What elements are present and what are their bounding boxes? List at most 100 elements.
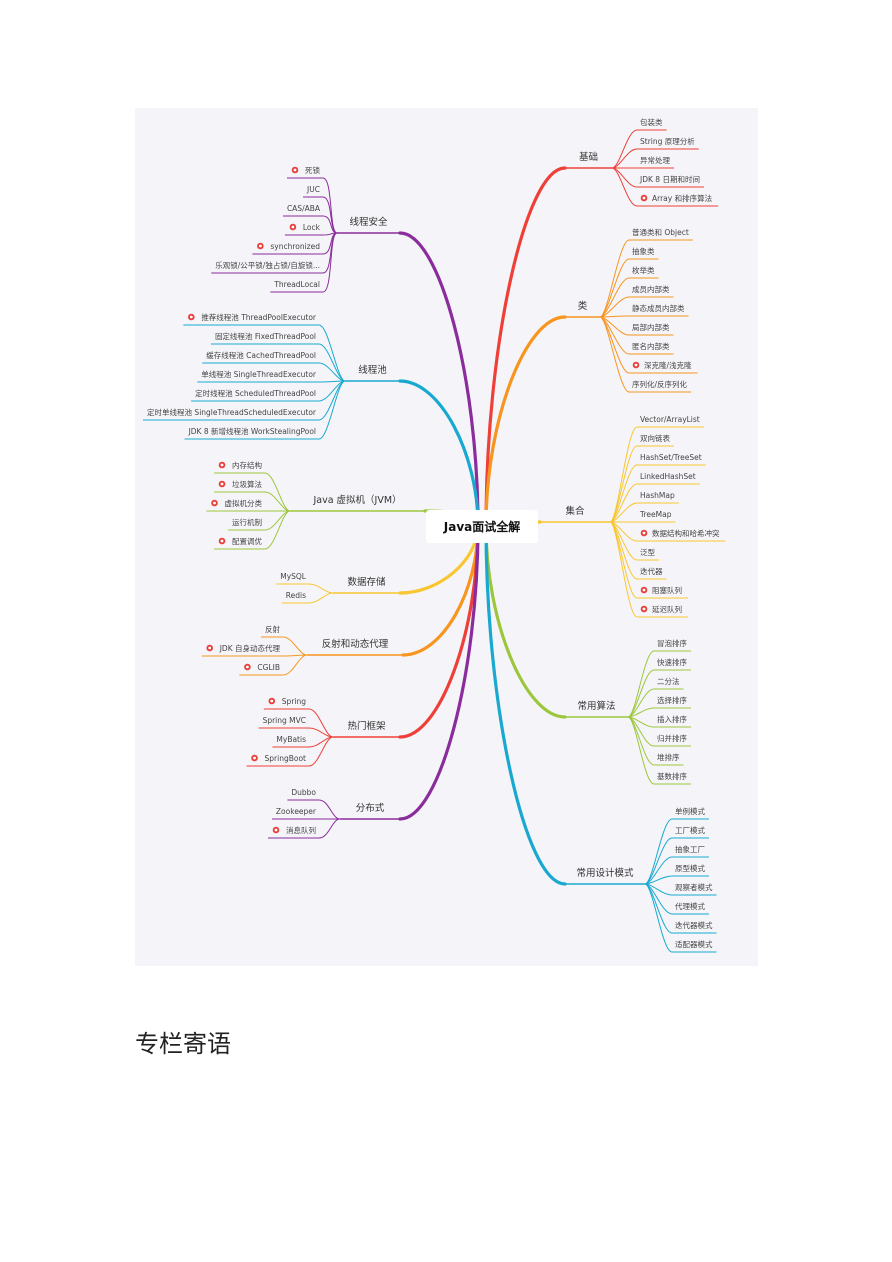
child-label: 普通类和 Object [632,227,689,237]
child-label: Zookeeper [276,807,317,816]
star-icon [640,194,648,202]
child-label: JDK 8 日期和时间 [639,174,700,184]
child-label: 快速排序 [657,657,687,667]
branch-2: 线程池 推荐线程池 ThreadPoolExecutor 固定线程池 FixedTh… [143,312,400,440]
star-icon-center [274,828,278,832]
child-connector [282,215,338,234]
child-connector [261,636,308,656]
child-connector [611,167,719,207]
child-connector [303,196,338,234]
child-label: HashSet/TreeSet [640,453,702,462]
child-label: 迭代器模式 [675,920,713,930]
star-icon-center [642,531,646,535]
child-label: 单例模式 [675,806,705,816]
child-connector [239,654,308,676]
star-icon [272,826,280,834]
root-node-box [426,510,538,543]
star-icon-center [246,665,249,669]
child-label: 迭代器 [640,566,663,576]
child-connector [281,592,334,604]
star-icon [640,529,648,537]
branch-5: 反射和动态代理 反射 JDK 自身动态代理 CGLIB [201,624,403,676]
star-icon [640,605,648,613]
child-label: 局部内部类 [632,322,670,332]
star-icon [251,754,258,762]
child-label: 反射 [265,624,280,634]
child-label: SpringBoot [265,754,307,763]
child-label: String 原理分析 [640,136,695,146]
star-icon-center [208,646,212,650]
star-icon-center [213,501,216,505]
child-label: 基数排序 [657,771,687,781]
child-label: 二分法 [657,676,680,686]
child-label: 缓存线程池 CachedThreadPool [206,350,316,360]
branch-12: 常用设计模式 单例模式工厂模式抽象工厂原型模式观察者模式代理模式迭代器模式适配器模… [565,806,717,953]
child-label: 成员内部类 [632,284,670,294]
child-label: MyBatis [276,735,306,744]
child-connector [268,818,341,839]
child-label: Redis [286,591,306,600]
branch-7: 分布式 Dubbo Zookeeper 消息队列 [268,788,400,839]
child-connector [599,277,659,318]
star-icon-center [642,588,646,592]
branch-label: 常用设计模式 [576,867,634,879]
child-connector [214,472,291,512]
branch-label: 热门框架 [347,720,386,732]
child-connector [609,521,688,618]
child-connector [284,232,338,236]
child-label: 乐观锁/公平锁/独占锁/自旋锁... [215,260,320,270]
child-label: JDK 8 新增线程池 WorkStealingPool [188,426,316,436]
star-icon-center [293,168,297,172]
star-icon [244,663,251,671]
child-label: 死锁 [305,165,320,175]
branch-9: 类 普通类和 Object 抽象类枚举类成员内部类静态成员内部类局部内部类匿名内部类… [565,227,698,393]
child-label: 抽象类 [632,246,655,256]
child-label: 观察者模式 [675,882,713,892]
child-label: 运行机制 [232,517,262,527]
main-branch-curve [484,166,567,528]
star-icon [188,313,195,321]
star-icon-center [220,482,224,486]
child-connector [202,362,346,382]
branch-4: 数据存储 MySQL Redis [276,572,400,604]
child-label: Lock [303,223,321,232]
star-icon [291,166,299,174]
child-label: 垃圾算法 [232,479,262,489]
child-label: 配置调优 [232,536,262,546]
star-icon [218,480,226,488]
child-label: synchronized [270,242,320,251]
child-label: CGLIB [257,663,280,672]
child-label: 数据结构和哈希冲突 [652,528,720,538]
branch-label: 分布式 [356,802,385,814]
star-icon [640,586,648,594]
branch-label: Java 虚拟机（JVM） [312,494,401,506]
child-label: 延迟队列 [652,604,682,614]
child-label: TreeMap [639,510,672,519]
branch-label: 常用算法 [577,700,615,712]
child-connector [214,510,291,550]
branch-label: 线程池 [358,364,387,376]
child-connector [258,727,334,738]
child-label: Dubbo [291,788,316,797]
child-connector [287,799,341,820]
child-label: 泛型 [640,547,655,557]
child-label: Spring MVC [263,716,306,725]
child-label: 插入排序 [657,714,687,724]
child-label: 双向链表 [640,433,670,443]
main-branch-curve [484,524,567,886]
child-label: 抽象工厂 [675,844,705,854]
child-label: LinkedHashSet [640,472,696,481]
child-connector [611,148,699,169]
branch-label: 集合 [565,505,585,517]
child-label: JUC [306,185,320,194]
child-label: CAS/ABA [287,204,321,213]
child-connector [627,688,684,718]
child-label: 原型模式 [675,863,705,873]
child-label: 序列化/反序列化 [632,379,688,389]
java-interview-mindmap: 线程安全 死锁 JUC CAS/ABA Lock synchronized 乐观锁/公平锁/… [135,108,758,966]
branch-1: 线程安全 死锁 JUC CAS/ABA Lock synchronized 乐观锁/公平锁/… [211,165,400,293]
child-connector [644,883,717,953]
star-icon-center [270,699,274,703]
